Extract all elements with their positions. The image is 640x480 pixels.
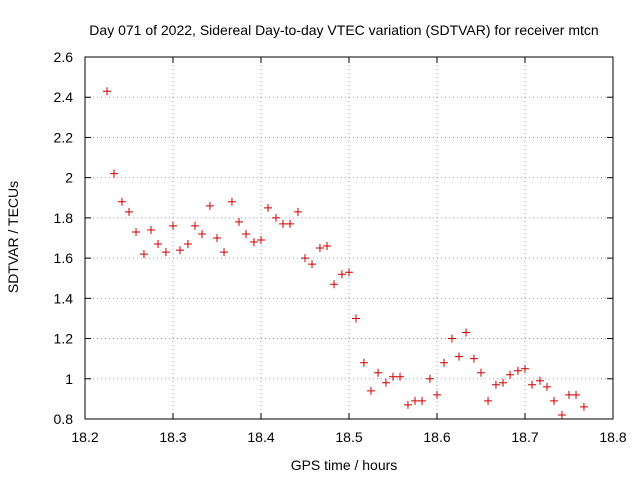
data-point: [499, 378, 507, 387]
data-point: [433, 390, 441, 399]
data-point: [477, 368, 485, 377]
data-point: [535, 376, 544, 385]
data-point: [198, 229, 207, 238]
data-point: [418, 396, 427, 405]
y-tick-label: 1: [65, 371, 73, 387]
plot-frame: [84, 56, 614, 420]
data-point: [543, 382, 551, 391]
data-point: [154, 240, 163, 249]
data-point: [455, 352, 463, 361]
y-tick-label: 2.4: [54, 89, 74, 105]
data-point: [491, 380, 500, 389]
y-axis-ticks: 0.8 1 1.2 1.4 1.6 1.8 2 2.2 2.4 2.6: [54, 49, 613, 427]
data-point: [557, 410, 566, 419]
x-tick-label: 18.2: [71, 429, 98, 445]
data-point: [572, 390, 581, 399]
data-point: [462, 328, 471, 337]
x-tick-label: 18.3: [159, 429, 186, 445]
data-point: [396, 372, 405, 381]
data-point: [293, 207, 302, 216]
data-point: [110, 169, 119, 178]
data-point: [403, 400, 412, 409]
data-point: [213, 234, 221, 242]
data-point: [169, 221, 177, 230]
data-point: [220, 248, 229, 257]
data-point: [249, 238, 258, 247]
data-point: [506, 370, 515, 379]
data-point: [381, 378, 390, 387]
data-point: [521, 364, 529, 373]
data-point: [330, 280, 339, 289]
data-point: [147, 225, 155, 234]
data-point: [286, 219, 295, 228]
x-tick-label: 18.4: [247, 429, 274, 445]
data-point: [264, 203, 273, 212]
data-point: [125, 207, 133, 216]
data-point: [550, 396, 559, 405]
data-point: [323, 242, 331, 251]
data-point: [176, 246, 185, 255]
data-point: [301, 254, 309, 263]
y-tick-label: 0.8: [54, 411, 74, 427]
data-points: [103, 87, 588, 419]
data-point: [257, 236, 265, 245]
data-point: [183, 240, 192, 249]
data-point: [161, 248, 170, 257]
x-tick-label: 18.7: [511, 429, 538, 445]
data-point: [191, 221, 199, 230]
x-tick-label: 18.8: [599, 429, 626, 445]
data-point: [411, 396, 419, 405]
data-point: [440, 358, 449, 367]
data-point: [308, 260, 317, 269]
data-point: [579, 402, 588, 411]
data-point: [425, 374, 434, 383]
chart-title: Day 071 of 2022, Sidereal Day-to-day VTE…: [89, 22, 598, 38]
x-tick-label: 18.6: [423, 429, 450, 445]
data-point: [117, 197, 126, 206]
data-point: [389, 372, 397, 381]
x-axis-label: GPS time / hours: [291, 457, 398, 473]
data-point: [235, 217, 243, 226]
data-point: [227, 197, 236, 206]
y-tick-label: 1.2: [54, 331, 74, 347]
data-point: [359, 358, 368, 367]
y-tick-label: 1.8: [54, 210, 74, 226]
data-point: [565, 390, 573, 399]
y-tick-label: 2.2: [54, 129, 74, 145]
y-tick-label: 1.6: [54, 250, 74, 266]
data-point: [352, 314, 361, 323]
data-point: [315, 244, 324, 253]
data-point: [469, 354, 478, 363]
data-point: [374, 368, 383, 377]
data-point: [447, 334, 456, 343]
x-tick-label: 18.5: [335, 429, 362, 445]
data-point: [103, 87, 111, 96]
data-point: [484, 396, 493, 405]
data-point: [345, 268, 353, 277]
data-point: [528, 380, 537, 389]
data-point: [242, 229, 251, 238]
y-tick-label: 2.6: [54, 49, 74, 65]
data-point: [271, 213, 280, 222]
data-point: [139, 250, 148, 259]
data-point: [279, 219, 287, 228]
y-tick-label: 2: [65, 170, 73, 186]
data-point: [367, 386, 375, 395]
data-point: [337, 270, 346, 279]
y-axis-label: SDTVAR / TECUs: [5, 181, 21, 293]
data-point: [205, 201, 214, 210]
data-point: [132, 227, 141, 236]
data-point: [513, 366, 522, 375]
y-tick-label: 1.4: [54, 290, 74, 306]
